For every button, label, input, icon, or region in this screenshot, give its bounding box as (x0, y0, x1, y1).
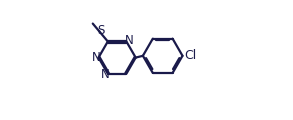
Text: N: N (101, 68, 110, 81)
Text: Cl: Cl (184, 49, 196, 62)
Text: N: N (125, 34, 133, 47)
Text: S: S (97, 24, 104, 37)
Text: N: N (91, 51, 100, 64)
